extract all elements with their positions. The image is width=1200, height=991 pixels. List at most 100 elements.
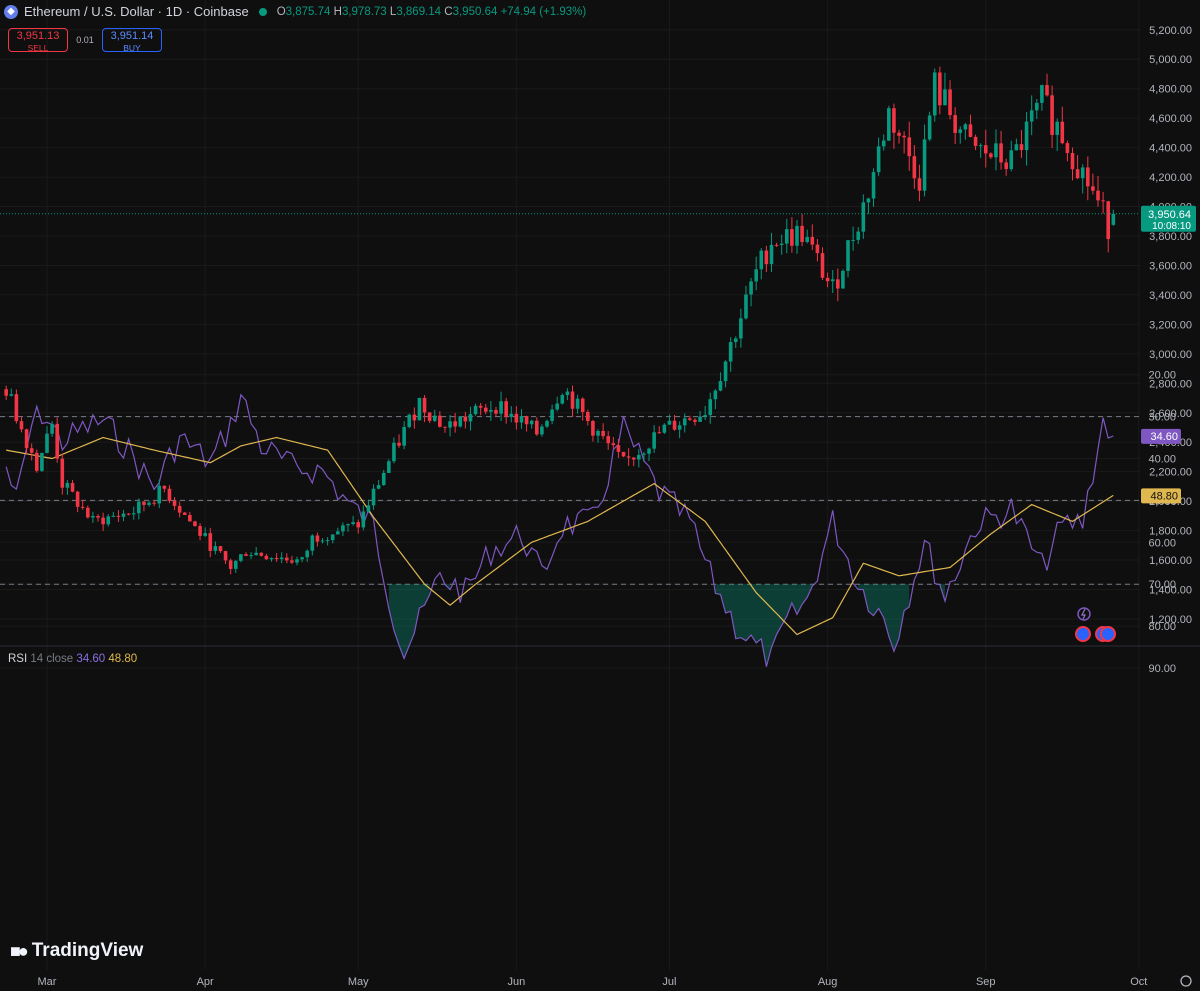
candle (407, 413, 412, 429)
candle (397, 434, 401, 448)
candle-body (483, 407, 488, 412)
candle-body (938, 72, 942, 106)
candle (524, 415, 529, 432)
candle (361, 505, 366, 531)
candle (570, 385, 575, 418)
candle-body (733, 338, 738, 343)
candle-body (50, 423, 54, 434)
price-tick-label: 3,600.00 (1149, 260, 1192, 272)
candle (580, 397, 585, 421)
candle (545, 419, 549, 429)
candle (137, 498, 141, 520)
candle-body (652, 432, 656, 449)
candle-body (45, 433, 49, 453)
candle (157, 479, 162, 509)
candle-body (1055, 121, 1059, 135)
candle (1045, 73, 1049, 97)
candle (346, 523, 350, 532)
candle (953, 107, 957, 145)
candle (749, 277, 753, 307)
high-value: 3,978.73 (341, 5, 387, 18)
candle-body (70, 482, 75, 492)
candle (795, 220, 799, 254)
symbol-header[interactable]: ◆ Ethereum / U.S. Dollar · 1D · Coinbase… (4, 4, 586, 19)
candle (846, 239, 850, 278)
candle-body (861, 202, 866, 232)
candle (325, 537, 330, 546)
price-tick-label: 3,800.00 (1149, 231, 1192, 243)
candle-body (790, 229, 794, 246)
buy-button[interactable]: 3,951.14 BUY (102, 28, 162, 53)
rsi-legend[interactable]: RSI 14 close 34.60 48.80 (8, 653, 137, 665)
candle-body (519, 416, 524, 423)
candle-body (983, 145, 988, 154)
candle-body (881, 140, 886, 147)
candle (203, 527, 207, 537)
rsi-ma-line (6, 436, 1114, 636)
candle-body (1034, 102, 1039, 111)
candle (509, 406, 514, 423)
candle-body (876, 146, 881, 173)
candle-body (290, 560, 294, 563)
candle-body (228, 560, 233, 569)
time-tick-label: Jul (662, 976, 676, 988)
candle-body (387, 461, 391, 473)
candle-body (795, 225, 799, 246)
candle-body (284, 557, 289, 561)
price-tick-label: 4,800.00 (1149, 84, 1192, 96)
candle (1009, 140, 1014, 172)
time-tick-label: Jun (508, 976, 526, 988)
candle (1086, 156, 1090, 201)
rsi-ma-badge (1141, 488, 1181, 504)
candle (912, 145, 917, 189)
candle (963, 122, 968, 140)
candle-body (80, 506, 85, 508)
candle (483, 403, 488, 415)
time-tick-label: Oct (1130, 976, 1147, 988)
candle-body (856, 231, 861, 240)
candle-body (708, 399, 713, 416)
candle-body (810, 236, 815, 245)
candle-body (351, 522, 355, 525)
candle (1019, 130, 1024, 158)
candle-body (438, 415, 442, 427)
candle (596, 429, 600, 443)
candle-body (233, 560, 238, 569)
candle (841, 269, 845, 289)
rsi-badge (1141, 428, 1181, 444)
price-tick-label: 5,000.00 (1149, 54, 1192, 66)
candle (836, 268, 840, 302)
candle-body (193, 521, 197, 527)
rsi-overbought-fill (388, 584, 430, 659)
candle (330, 534, 335, 544)
ethereum-icon: ◆ (4, 4, 18, 19)
candle (534, 417, 539, 436)
candle (402, 421, 406, 450)
candle (412, 407, 417, 429)
candle (45, 426, 49, 454)
candle-body (524, 416, 529, 425)
candle (274, 553, 279, 562)
candle-body (356, 522, 361, 528)
candle-body (101, 517, 105, 525)
symbol-title[interactable]: Ethereum / U.S. Dollar · 1D · Coinbase (24, 4, 249, 19)
candle-body (1060, 121, 1065, 144)
time-tick-label: Apr (197, 976, 214, 988)
candle (861, 194, 866, 239)
candle (728, 337, 733, 372)
close-value: 3,950.64 (452, 5, 498, 18)
candle-body (917, 178, 922, 191)
candle-body (172, 500, 177, 506)
sell-button[interactable]: 3,951.13 SELL (8, 28, 68, 53)
candle-body (91, 516, 95, 518)
candle-body (631, 457, 636, 460)
candle-body (565, 391, 570, 396)
candle (121, 509, 126, 522)
candle-body (417, 397, 422, 421)
candle-body (1075, 169, 1080, 179)
rsi-ma-badge-label: 48.80 (1150, 490, 1178, 502)
candle (723, 360, 728, 388)
tradingview-logo[interactable]: ■● TradingView (10, 940, 143, 962)
candle-body (121, 513, 126, 517)
